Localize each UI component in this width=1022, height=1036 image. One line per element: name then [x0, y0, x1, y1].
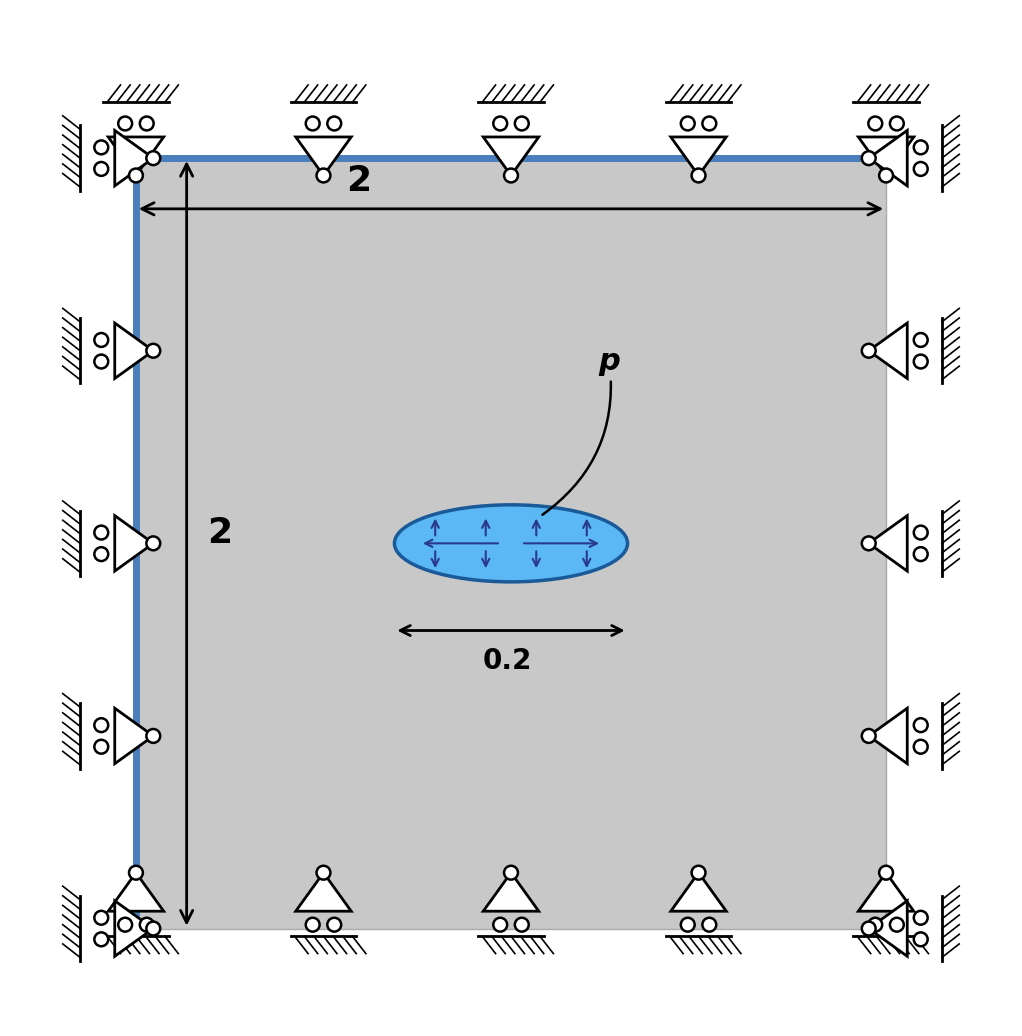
Circle shape	[914, 740, 928, 753]
Circle shape	[140, 116, 153, 131]
Circle shape	[681, 116, 695, 131]
Polygon shape	[295, 137, 352, 175]
Circle shape	[862, 537, 876, 550]
Polygon shape	[114, 709, 153, 764]
Polygon shape	[108, 137, 164, 175]
Circle shape	[94, 547, 108, 562]
Circle shape	[692, 169, 705, 182]
Circle shape	[119, 116, 132, 131]
Circle shape	[317, 169, 330, 182]
Polygon shape	[114, 516, 153, 571]
Circle shape	[94, 333, 108, 347]
Circle shape	[914, 141, 928, 154]
Polygon shape	[869, 323, 908, 378]
Polygon shape	[869, 709, 908, 764]
Circle shape	[494, 116, 507, 131]
Circle shape	[94, 525, 108, 540]
Circle shape	[146, 151, 160, 165]
Circle shape	[914, 354, 928, 369]
Circle shape	[146, 729, 160, 743]
Circle shape	[879, 169, 893, 182]
Circle shape	[494, 918, 507, 931]
Circle shape	[681, 918, 695, 931]
Circle shape	[94, 162, 108, 176]
Circle shape	[702, 918, 716, 931]
Circle shape	[94, 354, 108, 369]
Polygon shape	[295, 872, 352, 912]
Polygon shape	[483, 872, 539, 912]
Circle shape	[914, 718, 928, 732]
Circle shape	[94, 911, 108, 925]
Polygon shape	[869, 516, 908, 571]
Polygon shape	[858, 872, 914, 912]
Polygon shape	[108, 872, 164, 912]
Circle shape	[914, 911, 928, 925]
Circle shape	[890, 116, 903, 131]
Text: 2: 2	[206, 516, 232, 550]
Circle shape	[129, 866, 143, 880]
Circle shape	[504, 169, 518, 182]
Circle shape	[306, 116, 320, 131]
Text: p: p	[543, 347, 620, 515]
Circle shape	[890, 918, 903, 931]
Polygon shape	[483, 137, 539, 175]
Circle shape	[914, 525, 928, 540]
Ellipse shape	[394, 505, 628, 582]
Circle shape	[914, 333, 928, 347]
Circle shape	[515, 918, 528, 931]
Circle shape	[862, 151, 876, 165]
Circle shape	[146, 344, 160, 357]
Circle shape	[94, 740, 108, 753]
Polygon shape	[114, 323, 153, 378]
Circle shape	[869, 116, 882, 131]
Polygon shape	[114, 900, 153, 956]
Circle shape	[692, 866, 705, 880]
Circle shape	[504, 866, 518, 880]
Circle shape	[327, 116, 341, 131]
Circle shape	[914, 932, 928, 946]
Circle shape	[146, 537, 160, 550]
Circle shape	[140, 918, 153, 931]
Polygon shape	[114, 131, 153, 185]
Circle shape	[146, 922, 160, 936]
Polygon shape	[869, 900, 908, 956]
Circle shape	[515, 116, 528, 131]
Text: 0.2: 0.2	[482, 648, 532, 675]
Circle shape	[879, 866, 893, 880]
Circle shape	[306, 918, 320, 931]
Circle shape	[94, 141, 108, 154]
Circle shape	[119, 918, 132, 931]
Circle shape	[94, 718, 108, 732]
Circle shape	[702, 116, 716, 131]
Circle shape	[862, 922, 876, 936]
Circle shape	[914, 547, 928, 562]
Polygon shape	[670, 872, 727, 912]
Polygon shape	[869, 131, 908, 185]
Circle shape	[914, 162, 928, 176]
Bar	[136, 159, 886, 928]
Circle shape	[862, 729, 876, 743]
Polygon shape	[670, 137, 727, 175]
Circle shape	[129, 169, 143, 182]
Circle shape	[94, 932, 108, 946]
Circle shape	[869, 918, 882, 931]
Text: 2: 2	[346, 164, 371, 198]
Circle shape	[327, 918, 341, 931]
Circle shape	[317, 866, 330, 880]
Circle shape	[862, 344, 876, 357]
Polygon shape	[858, 137, 914, 175]
